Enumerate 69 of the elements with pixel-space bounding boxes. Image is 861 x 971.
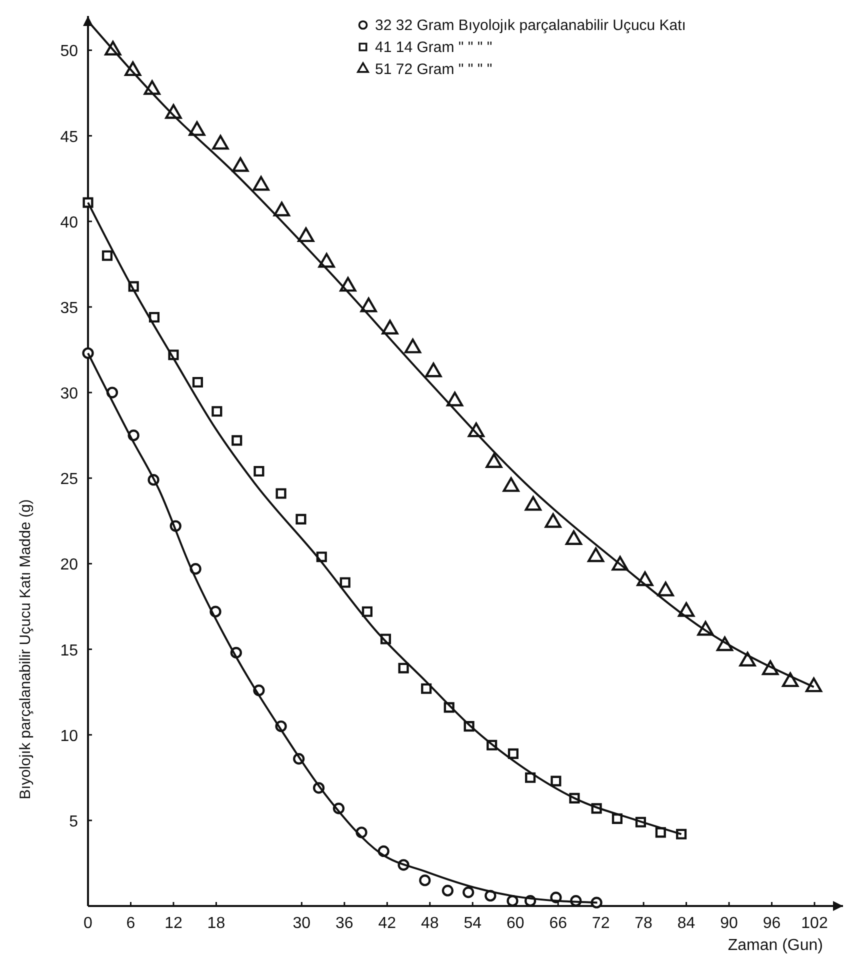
- x-tick-label: 66: [549, 915, 568, 932]
- point: [298, 227, 314, 242]
- point: [524, 496, 542, 511]
- y-tick-label: 30: [60, 386, 78, 403]
- point: [188, 121, 206, 136]
- legend-label: 41 14 Gram " " " ": [375, 39, 492, 56]
- y-tick-label: 50: [60, 43, 78, 60]
- legend-label: 32 32 Gram Bıyolojık parçalanabilir Uçucu Katı: [375, 17, 686, 34]
- point: [404, 338, 422, 354]
- x-tick-label: 90: [720, 915, 738, 932]
- y-tick-label: 5: [69, 813, 78, 830]
- x-tick-label: 30: [292, 915, 311, 932]
- point: [362, 606, 372, 617]
- point: [273, 202, 290, 216]
- point: [805, 678, 822, 692]
- point: [550, 776, 562, 786]
- x-axis-title: Zaman (Gun): [728, 937, 823, 954]
- legend-label: 51 72 Gram " " " ": [375, 61, 492, 78]
- point: [739, 652, 756, 667]
- x-tick-label: 102: [801, 915, 828, 932]
- point: [588, 547, 604, 562]
- point: [525, 772, 536, 783]
- point: [232, 435, 242, 446]
- point: [296, 514, 306, 524]
- x-tick-label: 60: [506, 915, 524, 932]
- x-tick-label: 78: [634, 915, 653, 932]
- y-tick-label: 45: [60, 128, 78, 146]
- x-tick-label: 12: [164, 915, 182, 932]
- x-tick-label: 36: [336, 915, 354, 932]
- x-tick-label: 72: [592, 915, 610, 932]
- point: [398, 662, 409, 674]
- point: [486, 453, 502, 468]
- point: [318, 253, 335, 268]
- point: [192, 376, 203, 388]
- y-tick-label: 35: [60, 300, 78, 317]
- x-tick-label: 42: [378, 915, 396, 932]
- point: [360, 298, 377, 312]
- x-tick-label: 54: [464, 915, 482, 932]
- point: [276, 488, 286, 499]
- point: [462, 886, 474, 898]
- point: [502, 477, 520, 492]
- point: [212, 134, 229, 150]
- point: [446, 392, 464, 406]
- y-tick-label: 20: [60, 556, 78, 574]
- point: [425, 362, 442, 378]
- x-tick-label: 6: [126, 915, 136, 932]
- x-tick-label: 0: [84, 915, 93, 932]
- y-tick-label: 25: [60, 471, 78, 488]
- y-tick-label: 40: [60, 214, 78, 232]
- point: [252, 176, 270, 191]
- point: [544, 513, 562, 528]
- point: [442, 884, 454, 896]
- point: [565, 530, 582, 545]
- point: [421, 683, 432, 694]
- x-tick-label: 96: [762, 915, 781, 932]
- point: [254, 466, 264, 477]
- point: [419, 874, 431, 886]
- y-axis-title: Bıyolojık parçalanabilir Uçucu Katı Madde (g): [17, 499, 34, 800]
- y-tick-label: 10: [60, 728, 78, 745]
- point: [382, 320, 398, 334]
- x-tick-label: 18: [207, 915, 226, 932]
- point: [340, 577, 350, 588]
- point: [212, 406, 222, 417]
- y-tick-label: 15: [60, 642, 78, 660]
- x-tick-label: 84: [677, 915, 696, 932]
- point: [508, 748, 519, 759]
- point: [657, 582, 674, 596]
- point: [232, 157, 249, 172]
- x-tick-label: 48: [420, 915, 439, 932]
